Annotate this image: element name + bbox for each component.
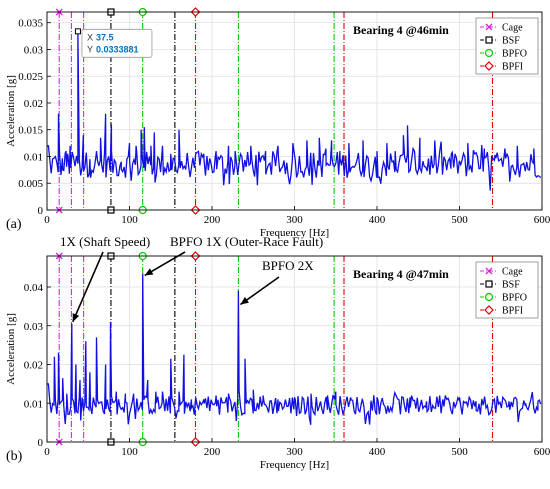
legend-label: BSF [502,36,520,47]
datatip-marker [74,28,81,35]
legend-symbol-bsf [485,36,493,44]
y-axis-label: Acceleration [g] [5,75,17,147]
y-tick-label: 0.02 [24,360,43,372]
legend-label: Cage [502,23,523,34]
legend-symbol-bpfo [484,48,494,58]
x-axis-label: Frequency [Hz] [260,227,329,239]
x-tick-label: 500 [451,214,468,226]
y-tick-label: 0.03 [24,321,44,333]
datatip-y-label: Y [87,44,93,54]
y-tick-label: 0.02 [24,98,43,110]
x-axis-label: Frequency [Hz] [260,459,329,471]
annotation-arrowhead [144,268,154,276]
x-tick-label: 300 [286,446,303,458]
panel-label: (b) [6,449,23,464]
datatip-box [81,28,153,58]
spectrum-line [47,273,542,425]
legend-symbol-cage [485,267,493,275]
x-tick-label: 100 [121,214,138,226]
y-tick-label: 0.015 [18,125,43,137]
annotation-arrow [72,251,104,323]
y-tick-label: 0.03 [24,44,44,56]
y-tick-label: 0 [38,437,44,449]
y-tick-label: 0.01 [24,151,43,163]
chart-title: Bearing 4 @47min [353,267,449,281]
y-tick-label: 0.005 [18,178,43,190]
x-tick-label: 300 [286,214,303,226]
y-tick-label: 0.035 [18,18,43,30]
spectrum-line [47,31,542,191]
datatip-x-label: X [87,32,93,42]
x-tick-label: 600 [534,214,550,226]
y-tick-label: 0 [38,205,44,217]
legend-symbol-bpfi [484,305,494,315]
y-tick-label: 0.04 [24,282,44,294]
panel-b: 0 100 200 300 400 500 600 0 0.01 0.02 0.03 0.04 Freq… [5,234,550,471]
chart-title: Bearing 4 @46min [353,23,449,37]
x-tick-label: 200 [204,214,221,226]
panel-label: (a) [6,217,22,232]
y-tick-label: 0.025 [18,71,43,83]
legend-label: BPFI [502,62,523,73]
datatip-x-value: 37.5 [96,32,114,42]
legend-label: BPFI [502,306,523,317]
x-tick-label: 400 [369,214,386,226]
x-tick-label: 0 [44,214,50,226]
y-tick-label: 0.01 [24,398,43,410]
legend-label: BPFO [502,49,527,60]
x-tick-label: 200 [204,446,221,458]
y-axis-label: Acceleration [g] [5,313,17,385]
annotation-arrowhead [72,313,80,322]
datatip-y-value: 0.0333881 [96,44,139,54]
annotation-text: BPFO 2X [262,258,314,273]
legend-symbol-bpfi [484,61,494,71]
legend-symbol-bpfo [484,292,494,302]
x-tick-label: 100 [121,446,138,458]
legend-label: BPFO [502,293,527,304]
legend-symbol-bsf [485,280,493,288]
x-tick-label: 600 [534,446,550,458]
legend-symbol-cage [485,23,493,31]
annotation-text: BPFO 1X (Outer-Race Fault) [170,234,323,249]
x-tick-label: 400 [369,446,386,458]
legend-label: BSF [502,280,520,291]
x-tick-label: 0 [44,446,50,458]
x-tick-label: 500 [451,446,468,458]
annotation-text: 1X (Shaft Speed) [60,234,150,249]
panel-a: 0 100 200 300 400 500 600 0 0.005 0.01 0.015 0.02 0.… [5,7,550,239]
legend-label: Cage [502,267,523,278]
annotation-arrowhead [240,297,249,305]
